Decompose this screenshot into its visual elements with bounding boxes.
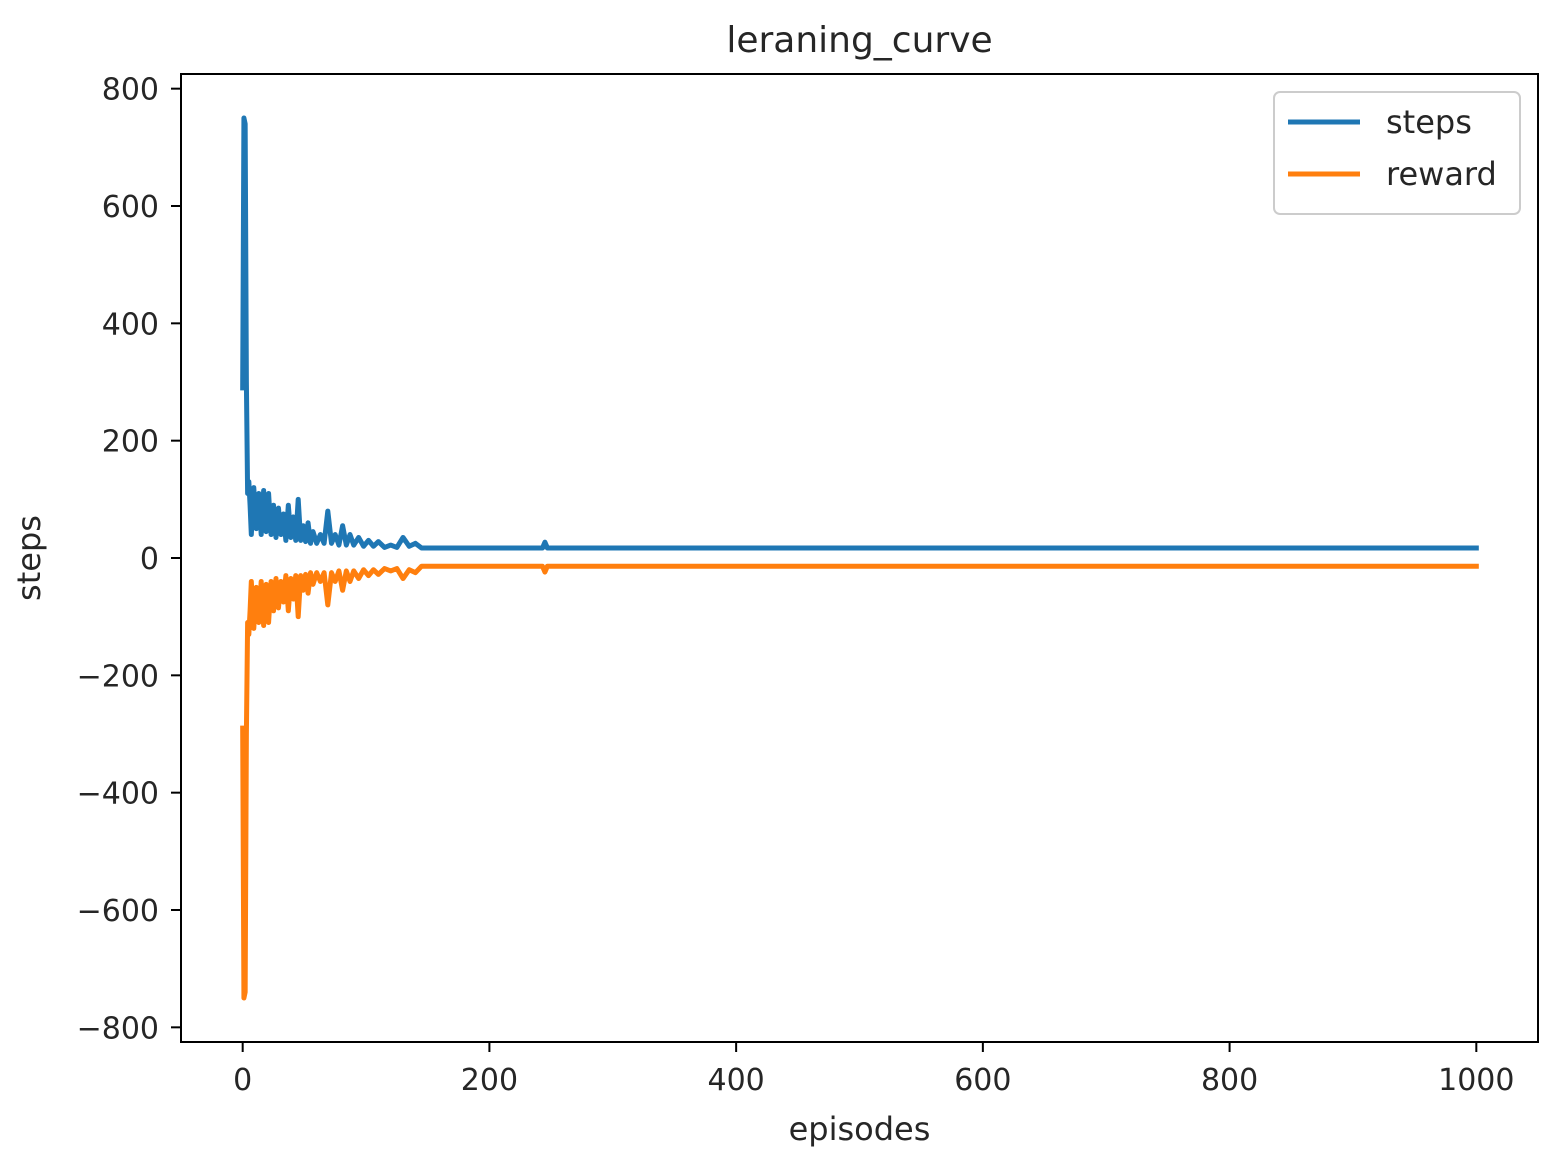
- x-axis-ticks: 0 200 400 600 800 1000: [233, 1042, 1514, 1098]
- y-tick-label: −400: [77, 777, 159, 812]
- x-tick-label: 400: [708, 1063, 765, 1098]
- y-tick-label: 400: [102, 307, 159, 342]
- y-tick-label: 200: [102, 425, 159, 460]
- x-tick-label: 0: [233, 1063, 252, 1098]
- y-tick-label: −600: [77, 894, 159, 929]
- legend: steps reward: [1273, 91, 1521, 215]
- y-tick-label: 0: [140, 542, 159, 577]
- chart-title: leraning_curve: [726, 20, 992, 61]
- x-axis-label: episodes: [789, 1110, 931, 1148]
- y-tick-label: −800: [77, 1011, 159, 1046]
- y-axis-ticks: 800 600 400 200 0 −200 −400 −600 −800: [77, 73, 181, 1046]
- x-tick-label: 600: [954, 1063, 1011, 1098]
- x-tick-label: 200: [461, 1063, 518, 1098]
- x-tick-label: 1000: [1438, 1063, 1514, 1098]
- y-tick-label: 600: [102, 190, 159, 225]
- series-line-steps: [240, 115, 1479, 551]
- y-tick-label: −200: [77, 659, 159, 694]
- y-axis-label: steps: [10, 515, 48, 601]
- x-tick-label: 800: [1201, 1063, 1258, 1098]
- legend-label-steps: steps: [1386, 103, 1472, 141]
- series-line-reward: [240, 563, 1479, 1001]
- legend-label-reward: reward: [1386, 155, 1497, 193]
- y-tick-label: 800: [102, 73, 159, 108]
